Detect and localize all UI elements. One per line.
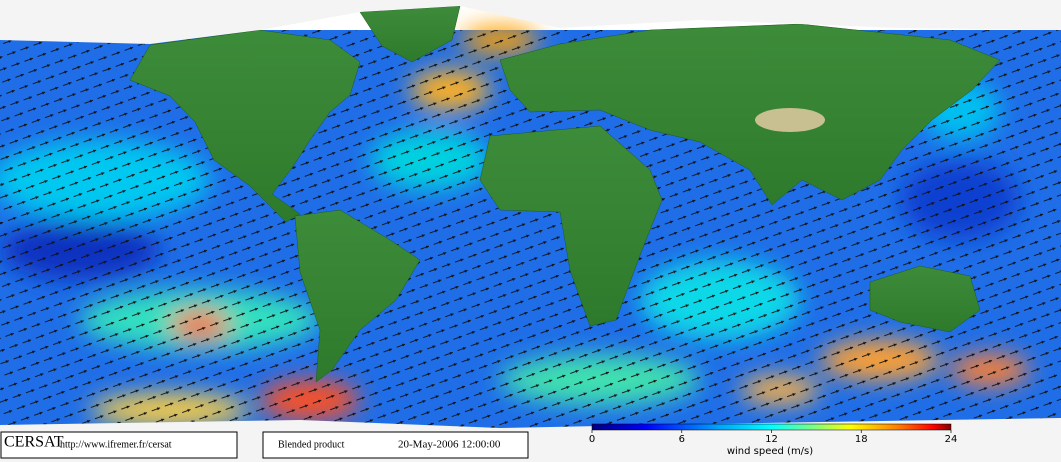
- logo: CERSAT: [4, 434, 64, 451]
- africa: [479, 125, 663, 327]
- colorbar-ticks: 0 6 12 18 24: [589, 430, 958, 445]
- eurasia: [499, 23, 1001, 206]
- colorbar-tick-label: 6: [679, 434, 685, 445]
- colorbar-label: wind speed (m/s): [727, 446, 813, 457]
- australia: [869, 265, 981, 333]
- tibet: [755, 108, 825, 132]
- colorbar-tick-label: 18: [855, 434, 868, 445]
- product: Blended product: [278, 439, 345, 450]
- colorbar: [591, 423, 952, 431]
- product-box: [262, 431, 529, 459]
- url: http://www.ifremer.fr/cersat: [60, 439, 172, 450]
- colorbar-tick-label: 0: [589, 434, 595, 445]
- land: [129, 5, 1001, 383]
- logo-box: [0, 431, 238, 459]
- greenland: [359, 5, 461, 63]
- north-america: [129, 29, 361, 223]
- south-america: [294, 209, 421, 383]
- colorbar-tick-label: 12: [765, 434, 778, 445]
- colorbar-tick-label: 24: [945, 434, 958, 445]
- date: 20-May-2006 12:00:00: [398, 439, 501, 451]
